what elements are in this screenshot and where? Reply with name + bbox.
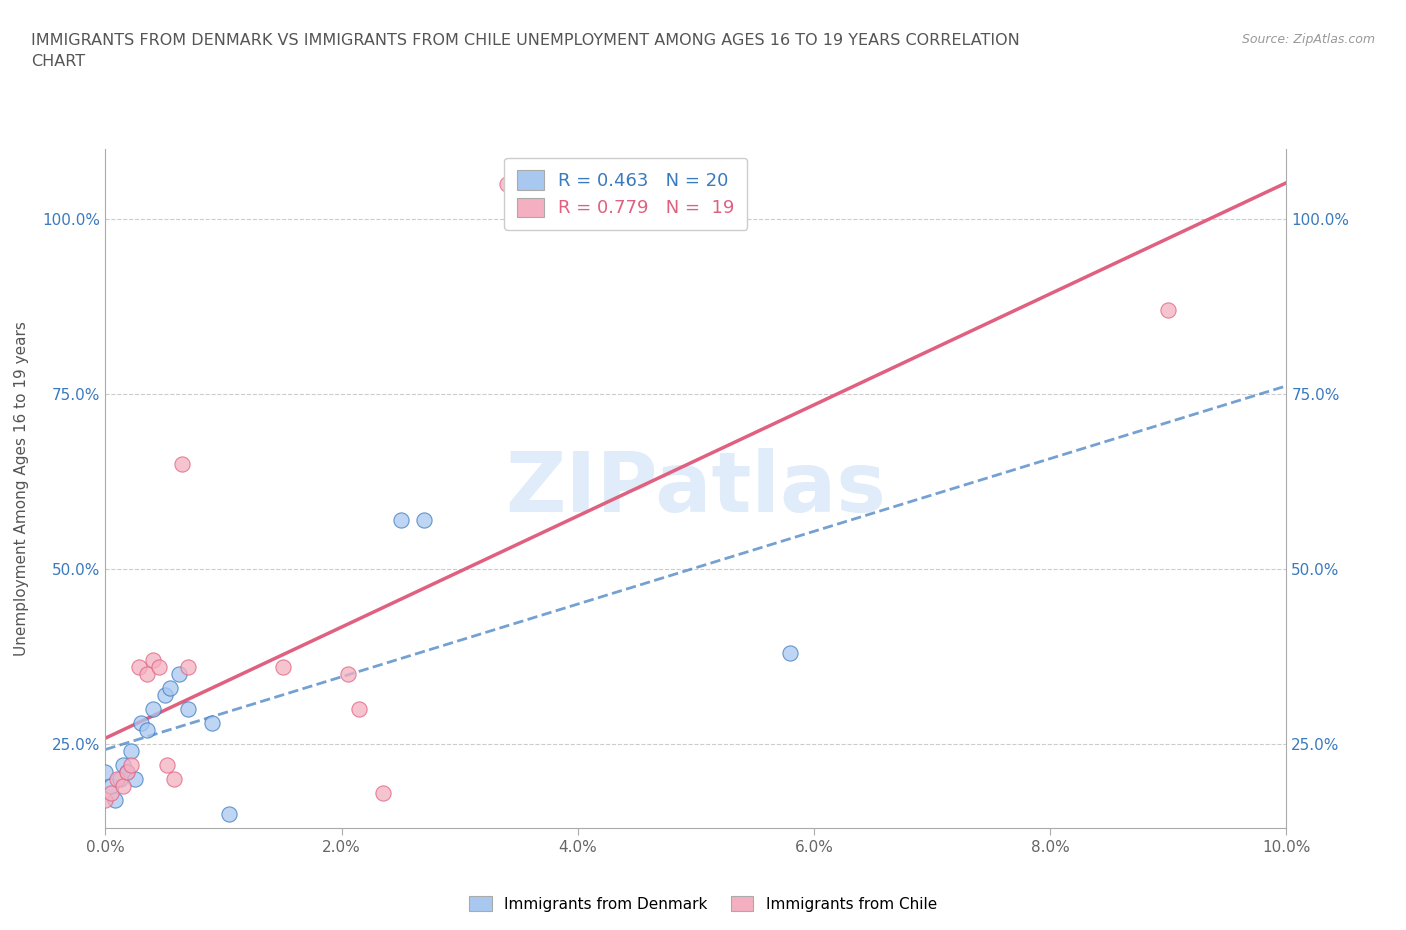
Point — [148, 659, 170, 674]
Point — [120, 743, 142, 758]
Point — [413, 512, 436, 527]
Point — [167, 666, 190, 681]
Point — [115, 764, 138, 779]
Text: IMMIGRANTS FROM DENMARK VS IMMIGRANTS FROM CHILE UNEMPLOYMENT AMONG AGES 16 TO 1: IMMIGRANTS FROM DENMARK VS IMMIGRANTS FR… — [31, 33, 1019, 47]
Point — [496, 177, 519, 192]
Y-axis label: Unemployment Among Ages 16 to 19 years: Unemployment Among Ages 16 to 19 years — [14, 321, 28, 656]
Point — [100, 785, 122, 800]
Point — [129, 715, 152, 730]
Text: ZIPatlas: ZIPatlas — [506, 447, 886, 529]
Point — [112, 757, 135, 772]
Legend: R = 0.463   N = 20, R = 0.779   N =  19: R = 0.463 N = 20, R = 0.779 N = 19 — [505, 158, 748, 230]
Point — [218, 806, 240, 821]
Legend: Immigrants from Denmark, Immigrants from Chile: Immigrants from Denmark, Immigrants from… — [463, 890, 943, 918]
Point — [142, 701, 165, 716]
Point — [135, 666, 157, 681]
Point — [115, 764, 138, 779]
Point — [159, 680, 181, 695]
Point — [128, 659, 150, 674]
Point — [156, 757, 179, 772]
Point — [135, 723, 157, 737]
Point — [104, 792, 127, 807]
Text: Source: ZipAtlas.com: Source: ZipAtlas.com — [1241, 33, 1375, 46]
Point — [779, 645, 801, 660]
Point — [105, 771, 128, 786]
Point — [201, 715, 224, 730]
Point — [124, 771, 146, 786]
Point — [94, 792, 117, 807]
Point — [94, 764, 117, 779]
Point — [120, 757, 142, 772]
Point — [177, 659, 200, 674]
Point — [371, 785, 394, 800]
Text: CHART: CHART — [31, 54, 84, 69]
Point — [349, 701, 371, 716]
Point — [389, 512, 412, 527]
Point — [177, 701, 200, 716]
Point — [153, 687, 176, 702]
Point — [100, 778, 122, 793]
Point — [108, 771, 131, 786]
Point — [336, 666, 359, 681]
Point — [112, 778, 135, 793]
Point — [271, 659, 294, 674]
Point — [172, 457, 194, 472]
Point — [1157, 302, 1180, 317]
Point — [163, 771, 186, 786]
Point — [142, 652, 165, 667]
